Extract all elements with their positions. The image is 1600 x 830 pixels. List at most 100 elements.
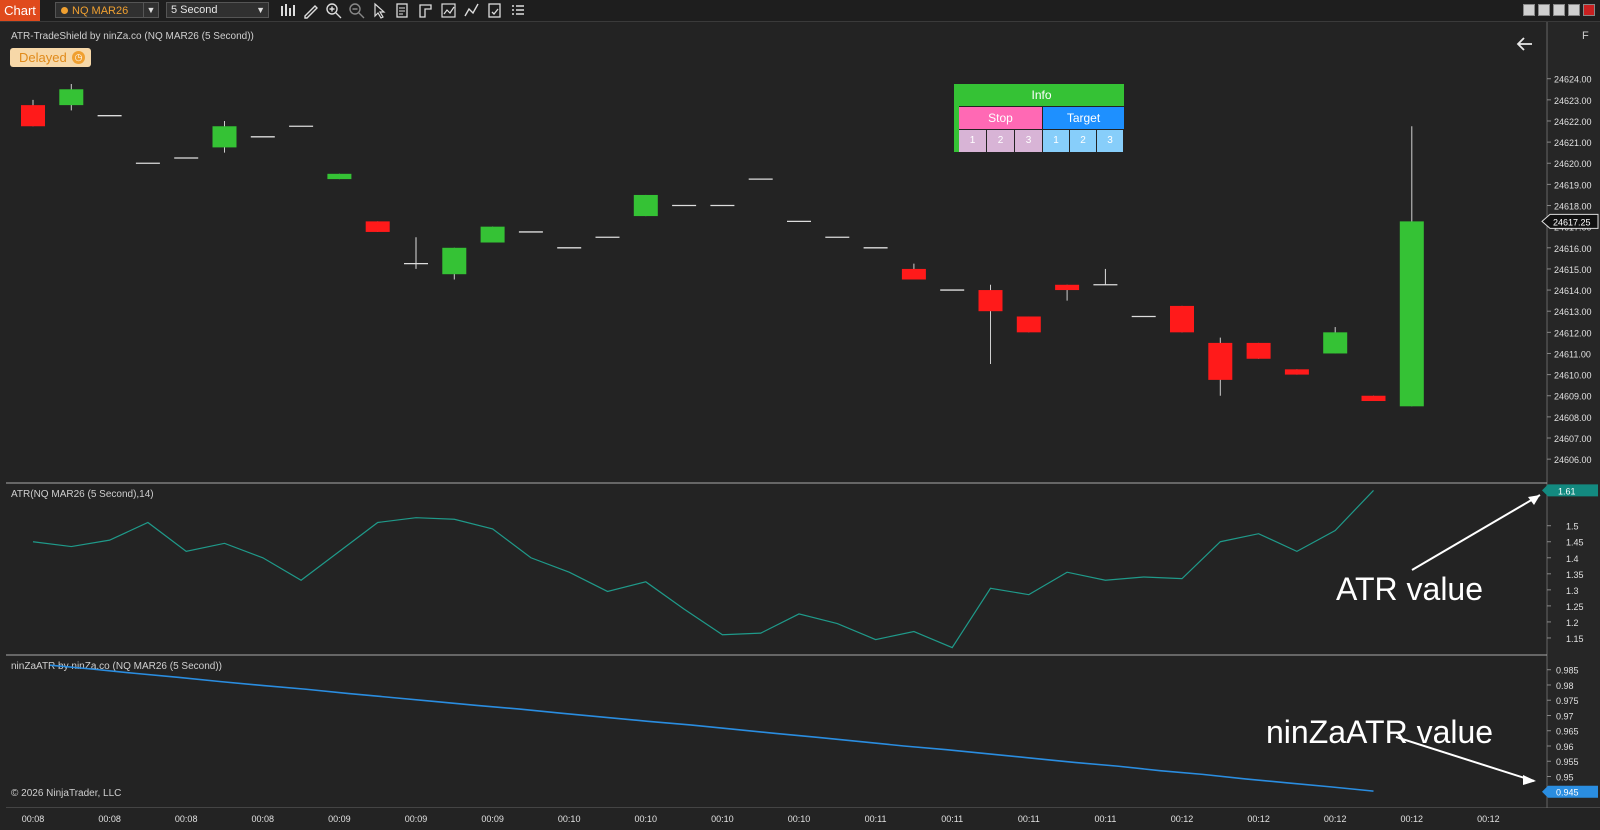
time-axis[interactable] bbox=[0, 808, 1600, 830]
atr-annotation-arrow bbox=[1411, 494, 1541, 571]
stop-level-3[interactable]: 3 bbox=[1015, 130, 1042, 152]
stop-level-1[interactable]: 1 bbox=[959, 130, 986, 152]
price-tick-label: 24623.00 bbox=[1554, 96, 1592, 106]
ninza-tick-label: 0.985 bbox=[1556, 666, 1579, 676]
info-panel: Info Stop Target 1 2 3 1 2 3 bbox=[954, 84, 1124, 152]
atr-tick-label: 1.3 bbox=[1566, 586, 1579, 596]
candle-body bbox=[21, 105, 45, 127]
instrument-label: NQ MAR26 bbox=[72, 5, 129, 17]
candle-body bbox=[901, 268, 926, 280]
indicators-icon[interactable] bbox=[440, 2, 457, 19]
price-tick-label: 24616.00 bbox=[1554, 244, 1592, 254]
target-level-1[interactable]: 1 bbox=[1043, 130, 1069, 152]
target-header[interactable]: Target bbox=[1043, 107, 1124, 129]
candle-body bbox=[633, 194, 658, 217]
info-title[interactable]: Info bbox=[959, 84, 1124, 106]
price-tick-label: 24612.00 bbox=[1554, 328, 1592, 338]
time-tick-label: 00:09 bbox=[481, 814, 504, 824]
zoom-in-icon[interactable] bbox=[325, 2, 342, 19]
ninza-annotation-arrow bbox=[1395, 736, 1535, 782]
close-button[interactable] bbox=[1583, 4, 1595, 16]
price-tick-label: 24618.00 bbox=[1554, 202, 1592, 212]
ninza-tick-label: 0.975 bbox=[1556, 696, 1579, 706]
window-layout-icon[interactable] bbox=[1523, 4, 1535, 16]
atr-tick-label: 1.25 bbox=[1566, 602, 1584, 612]
atr-tick-label: 1.4 bbox=[1566, 554, 1579, 564]
properties-icon[interactable] bbox=[486, 2, 503, 19]
candle-body bbox=[1170, 305, 1194, 333]
arrowhead-icon bbox=[1523, 775, 1536, 785]
candle-body bbox=[442, 247, 467, 275]
price-tick-label: 24606.00 bbox=[1554, 455, 1592, 465]
data-box-icon[interactable] bbox=[394, 2, 411, 19]
time-tick-label: 00:10 bbox=[711, 814, 734, 824]
time-tick-label: 00:08 bbox=[252, 814, 275, 824]
candle-body bbox=[978, 290, 1003, 312]
chart-area[interactable]: ATR-TradeShield by ninZa.co (NQ MAR26 (5… bbox=[0, 22, 1600, 830]
target-level-2[interactable]: 2 bbox=[1070, 130, 1096, 152]
stop-header[interactable]: Stop bbox=[959, 107, 1042, 129]
stop-level-2[interactable]: 2 bbox=[987, 130, 1014, 152]
back-arrow-icon[interactable] bbox=[1516, 37, 1532, 51]
candle-body bbox=[1284, 369, 1309, 375]
bar-type-icon[interactable] bbox=[279, 2, 296, 19]
candle-body bbox=[480, 226, 505, 243]
zoom-out-icon[interactable] bbox=[348, 2, 365, 19]
atr-panel-title: ATR(NQ MAR26 (5 Second),14) bbox=[11, 489, 154, 500]
candle-body bbox=[327, 173, 352, 180]
ninza-tick-label: 0.97 bbox=[1556, 711, 1574, 721]
atr-tick-label: 1.5 bbox=[1566, 522, 1579, 532]
price-tick-label: 24614.00 bbox=[1554, 286, 1592, 296]
price-axis[interactable] bbox=[1547, 22, 1600, 830]
time-tick-label: 00:11 bbox=[1018, 814, 1040, 824]
time-tick-label: 00:11 bbox=[941, 814, 963, 824]
price-tick-label: 24615.00 bbox=[1554, 265, 1592, 275]
chart-tab[interactable]: Chart bbox=[0, 0, 40, 21]
price-tick-label: 24610.00 bbox=[1554, 371, 1592, 381]
chevron-down-icon: ▼ bbox=[256, 5, 265, 15]
atr-line bbox=[32, 490, 1374, 649]
period-selector[interactable]: 5 Second ▼ bbox=[166, 2, 269, 18]
copyright: © 2026 NinjaTrader, LLC bbox=[11, 788, 121, 799]
candle-body bbox=[1055, 284, 1080, 291]
price-tick-label: 24608.00 bbox=[1554, 413, 1592, 423]
candle-body bbox=[1323, 332, 1348, 354]
time-tick-label: 00:10 bbox=[788, 814, 811, 824]
time-tick-label: 00:11 bbox=[1094, 814, 1116, 824]
strategies-icon[interactable] bbox=[463, 2, 480, 19]
candle-body bbox=[59, 89, 84, 106]
info-accent-bar bbox=[954, 84, 959, 152]
minimize-button[interactable] bbox=[1553, 4, 1565, 16]
time-tick-label: 00:11 bbox=[865, 814, 887, 824]
list-icon[interactable] bbox=[509, 2, 526, 19]
ninza-tick-label: 0.955 bbox=[1556, 757, 1579, 767]
ninza-value-label: 0.945 bbox=[1556, 788, 1579, 798]
candle-body bbox=[212, 126, 237, 148]
price-tick-label: 24613.00 bbox=[1554, 307, 1592, 317]
ninza-tick-label: 0.98 bbox=[1556, 681, 1574, 691]
price-tick-label: 24611.00 bbox=[1554, 349, 1591, 359]
target-level-3[interactable]: 3 bbox=[1097, 130, 1123, 152]
atr-tick-label: 1.45 bbox=[1566, 538, 1584, 548]
window-tile-icon[interactable] bbox=[1538, 4, 1550, 16]
candle-body bbox=[365, 221, 390, 232]
pointer-icon[interactable] bbox=[371, 2, 388, 19]
candle-body bbox=[1361, 395, 1386, 402]
last-price-marker bbox=[1541, 213, 1599, 229]
candle-body bbox=[1399, 221, 1424, 407]
time-tick-label: 00:10 bbox=[558, 814, 581, 824]
atr-value-label: 1.61 bbox=[1558, 486, 1576, 496]
template-icon[interactable] bbox=[417, 2, 434, 19]
chevron-down-icon[interactable]: ▼ bbox=[143, 3, 158, 17]
time-tick-label: 00:12 bbox=[1171, 814, 1194, 824]
restore-button[interactable] bbox=[1568, 4, 1580, 16]
ninza-tick-label: 0.96 bbox=[1556, 742, 1574, 752]
ninza-line bbox=[49, 664, 1374, 792]
time-tick-label: 00:12 bbox=[1247, 814, 1270, 824]
instrument-selector[interactable]: NQ MAR26 ▼ bbox=[55, 2, 159, 18]
draw-pencil-icon[interactable] bbox=[302, 2, 319, 19]
time-tick-label: 00:08 bbox=[98, 814, 121, 824]
atr-annotation: ATR value bbox=[1336, 571, 1484, 607]
ninza-value-marker bbox=[1542, 785, 1598, 798]
delayed-badge: Delayed ◷ bbox=[10, 48, 91, 67]
